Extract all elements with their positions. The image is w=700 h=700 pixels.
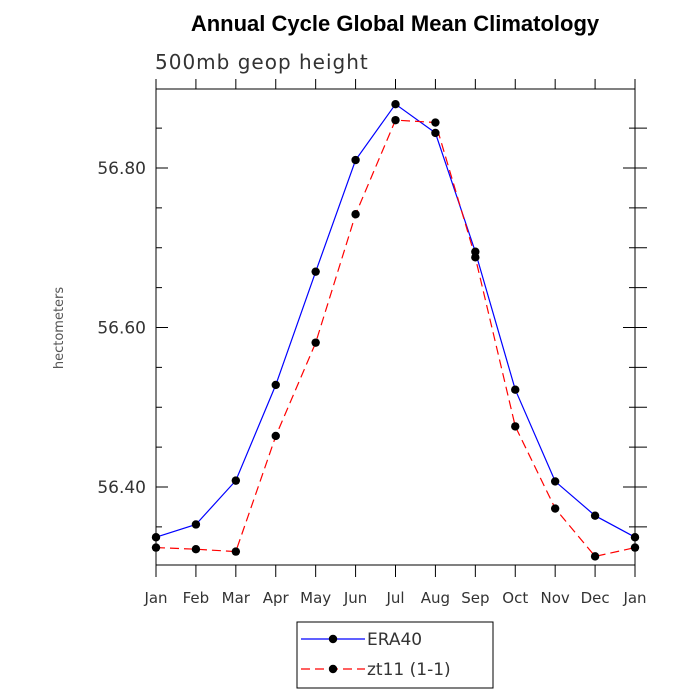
series-0-point — [590, 511, 600, 520]
y-axis-label: hectometers — [52, 287, 67, 370]
x-tick-label: Feb — [183, 589, 210, 607]
legend-box — [296, 621, 494, 689]
series-0-point — [511, 385, 520, 394]
y-tick-label: 56.60 — [97, 319, 146, 339]
series-0-point — [351, 155, 360, 165]
series-0-point — [391, 100, 400, 109]
x-ticks: Jan Feb Mar Apr May Jun Jul Aug Sep Oct Nov Dec Jan — [143, 79, 647, 607]
x-tick-label: Apr — [263, 589, 290, 607]
series-1-point — [630, 543, 640, 552]
series-1-point — [231, 547, 241, 556]
y-tick-label: 56.80 — [97, 159, 146, 179]
series-line-0 — [155, 103, 636, 538]
series-1-point — [511, 422, 520, 431]
series-0-point — [151, 533, 161, 542]
chart-title: Annual Cycle Global Mean Climatology — [191, 11, 600, 36]
series-1-point — [191, 545, 201, 554]
x-tick-label: Jun — [343, 589, 367, 607]
x-tick-label: Sep — [461, 589, 489, 607]
series-0-point — [431, 128, 440, 138]
y-ticks: 56.40 56.60 56.80 — [97, 127, 647, 528]
x-tick-label: Dec — [581, 589, 610, 607]
series-group — [151, 100, 640, 561]
x-tick-label: Jul — [385, 589, 404, 607]
series-0-point — [630, 533, 640, 542]
x-tick-label: Aug — [421, 589, 450, 607]
chart-subtitle: 500mb geop height — [155, 50, 369, 74]
x-tick-label: Nov — [541, 589, 570, 607]
series-0-point — [231, 476, 241, 485]
series-1-point — [311, 338, 320, 347]
series-1-point — [590, 552, 600, 561]
series-0-point — [271, 380, 280, 390]
series-0-point — [191, 520, 201, 529]
series-1-point — [431, 118, 440, 127]
legend-marker-1 — [328, 664, 338, 674]
legend-label-0: ERA40 — [367, 630, 422, 650]
series-1-point — [391, 115, 400, 125]
y-tick-label: 56.40 — [97, 478, 146, 498]
x-tick-label: Jan — [143, 589, 167, 607]
series-0-point — [311, 267, 320, 276]
plot-frame — [155, 88, 636, 566]
legend: ERA40 zt11 (1-1) — [296, 621, 494, 689]
x-tick-label: Mar — [222, 589, 251, 607]
series-1-point — [471, 253, 480, 262]
series-line-1 — [155, 119, 636, 558]
series-1-point — [271, 431, 280, 441]
series-1-point — [351, 210, 360, 219]
series-1-point — [151, 543, 161, 552]
x-tick-label: May — [300, 589, 331, 607]
series-1-point — [550, 504, 560, 513]
x-tick-label: Oct — [502, 589, 528, 607]
legend-marker-0 — [328, 634, 338, 644]
series-0-point — [550, 477, 560, 486]
x-tick-label: Jan — [622, 589, 646, 607]
legend-label-1: zt11 (1-1) — [367, 660, 451, 680]
